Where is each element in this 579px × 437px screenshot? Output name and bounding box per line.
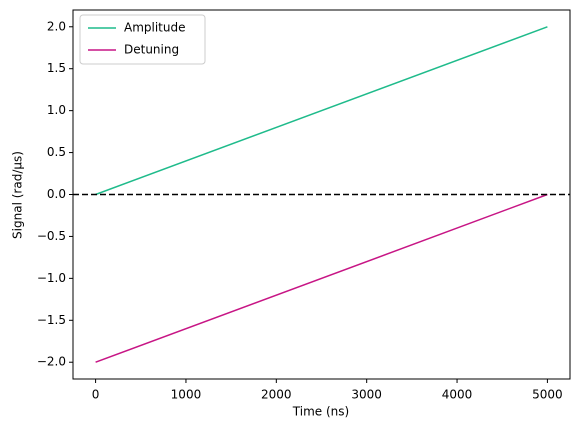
y-tick-label: −0.5 — [37, 229, 66, 243]
x-tick-label: 5000 — [532, 388, 563, 402]
series-line — [95, 26, 548, 196]
legend-label: Detuning — [124, 43, 179, 57]
x-axis-label: Time (ns) — [292, 405, 349, 419]
y-tick-label: 0.5 — [47, 145, 66, 159]
x-tick-label: 2000 — [261, 388, 292, 402]
x-tick-label: 3000 — [351, 388, 382, 402]
legend-label: Amplitude — [124, 21, 186, 35]
y-axis-label: Signal (rad/μs) — [11, 151, 25, 239]
y-tick-label: 2.0 — [47, 19, 66, 33]
y-tick-label: −1.5 — [37, 313, 66, 327]
y-tick-label: −1.0 — [37, 271, 66, 285]
y-tick-label: 0.0 — [47, 187, 66, 201]
series-line — [95, 193, 548, 363]
x-tick-label: 4000 — [442, 388, 473, 402]
x-tick-label: 0 — [92, 388, 100, 402]
y-tick-label: −2.0 — [37, 355, 66, 369]
y-tick-label: 1.5 — [47, 61, 66, 75]
x-tick-label: 1000 — [171, 388, 202, 402]
y-tick-label: 1.0 — [47, 103, 66, 117]
